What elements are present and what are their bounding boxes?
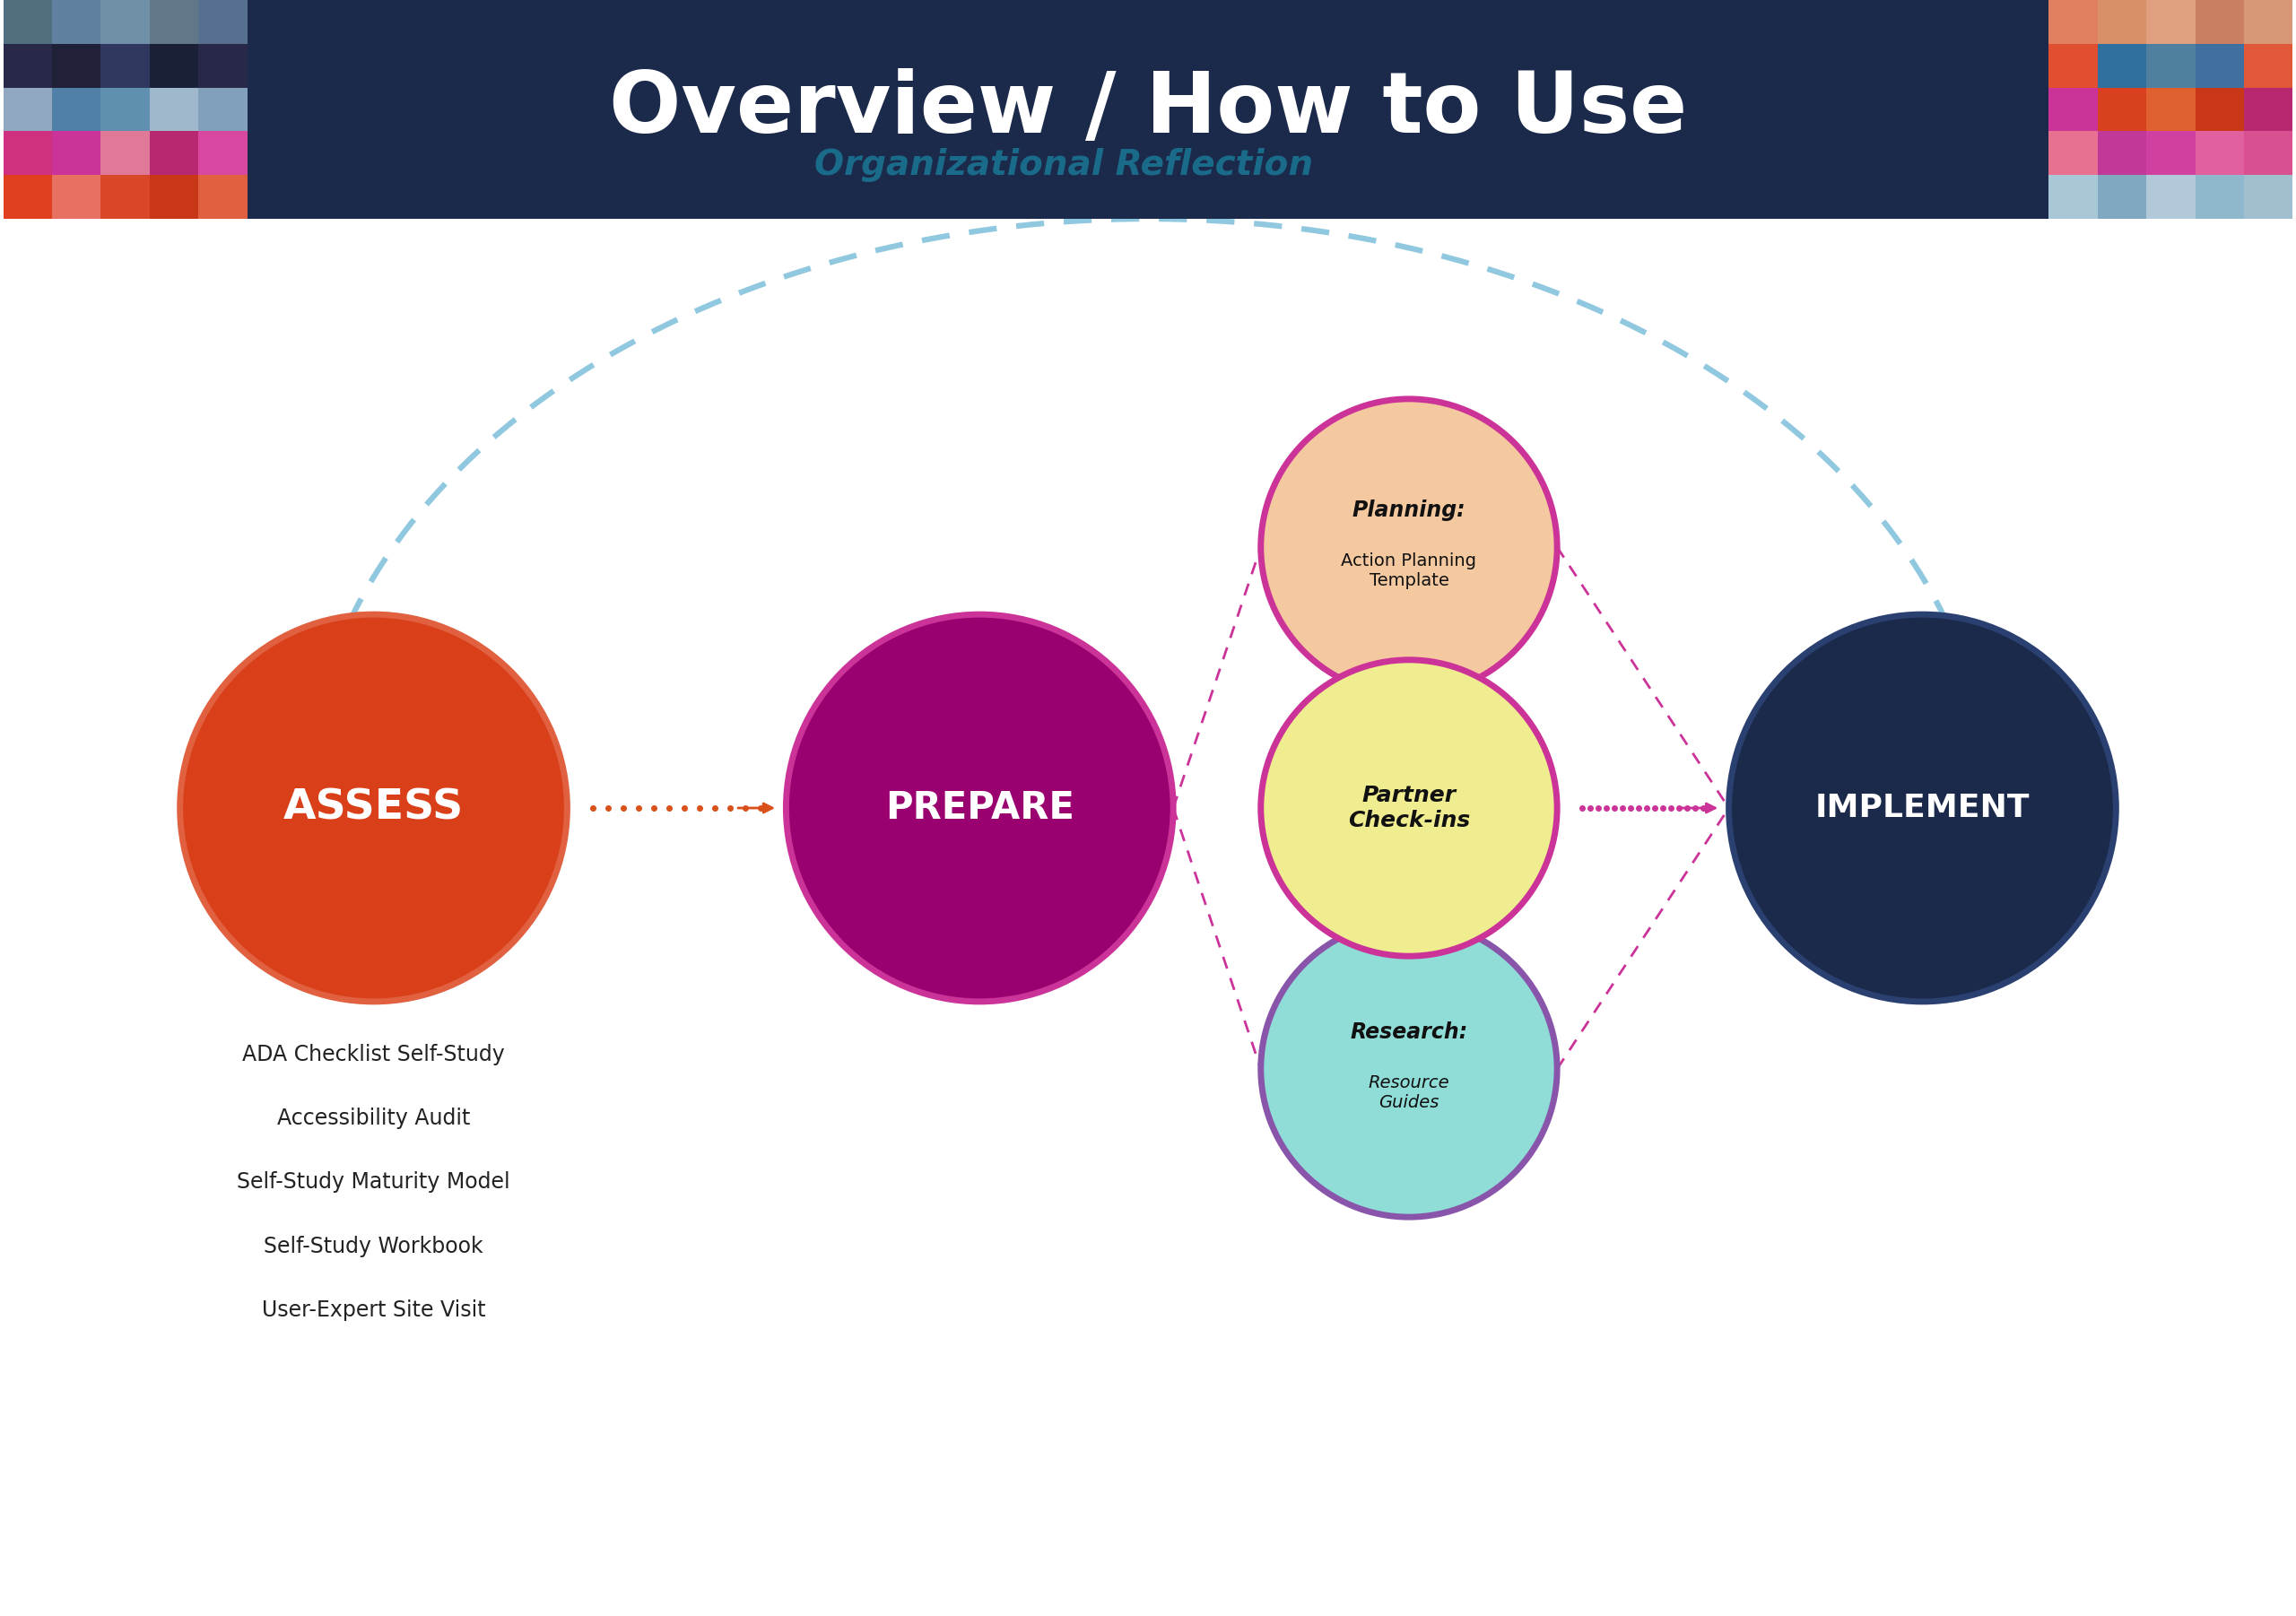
Bar (2099, 175, 2147, 218)
Text: Overview / How to Use: Overview / How to Use (608, 68, 1688, 150)
Bar (2195, 0, 2243, 44)
Bar (2, 131, 53, 175)
Text: Self-Study Maturity Model: Self-Study Maturity Model (236, 1172, 510, 1193)
Bar (197, 0, 248, 44)
Text: Self-Study Workbook: Self-Study Workbook (264, 1236, 482, 1257)
Bar (2147, 175, 2195, 218)
Circle shape (1261, 921, 1557, 1217)
Bar (2243, 175, 2294, 218)
Bar (149, 0, 197, 44)
Text: User-Expert Site Visit: User-Expert Site Visit (262, 1299, 484, 1320)
Bar (2048, 131, 2099, 175)
Bar (2, 0, 53, 44)
Bar (2195, 44, 2243, 87)
Circle shape (785, 614, 1173, 1002)
Bar (197, 44, 248, 87)
Bar (2, 175, 53, 218)
Circle shape (1261, 659, 1557, 957)
Bar (149, 131, 197, 175)
Bar (2147, 44, 2195, 87)
Bar (2099, 44, 2147, 87)
Bar (2147, 131, 2195, 175)
Bar (53, 87, 101, 131)
Bar (149, 87, 197, 131)
Bar (149, 175, 197, 218)
Bar (53, 175, 101, 218)
Text: Organizational Reflection: Organizational Reflection (815, 147, 1313, 181)
Bar (2147, 87, 2195, 131)
Text: Resource
Guides: Resource Guides (1368, 1075, 1449, 1110)
Bar (2099, 0, 2147, 44)
Bar (53, 131, 101, 175)
Bar (101, 44, 149, 87)
Bar (101, 0, 149, 44)
Bar (2099, 131, 2147, 175)
Bar (2, 87, 53, 131)
Bar (2147, 0, 2195, 44)
Bar (2048, 0, 2099, 44)
Bar (2, 44, 53, 87)
Text: Action Planning
Template: Action Planning Template (1341, 553, 1476, 590)
Bar (2048, 44, 2099, 87)
Bar (53, 0, 101, 44)
Bar (2195, 87, 2243, 131)
Text: IMPLEMENT: IMPLEMENT (1816, 793, 2030, 823)
Bar (101, 87, 149, 131)
Text: PREPARE: PREPARE (884, 789, 1075, 827)
Bar (197, 87, 248, 131)
Text: Partner
Check-ins: Partner Check-ins (1348, 785, 1469, 831)
Text: ADA Checklist Self-Study: ADA Checklist Self-Study (243, 1044, 505, 1065)
Bar (2048, 175, 2099, 218)
Bar (2243, 87, 2294, 131)
Bar (2099, 87, 2147, 131)
Circle shape (179, 614, 567, 1002)
Bar (149, 44, 197, 87)
Bar (101, 175, 149, 218)
Text: Accessibility Audit: Accessibility Audit (278, 1107, 471, 1130)
Bar (197, 175, 248, 218)
Bar (101, 131, 149, 175)
Bar (2243, 0, 2294, 44)
Bar (2243, 131, 2294, 175)
Bar (2, 0, 2294, 218)
Bar (2048, 87, 2099, 131)
Circle shape (1261, 399, 1557, 695)
Bar (2243, 44, 2294, 87)
Bar (2195, 131, 2243, 175)
Bar (197, 131, 248, 175)
Text: Research:: Research: (1350, 1021, 1467, 1042)
Circle shape (1729, 614, 2117, 1002)
Text: ASSESS: ASSESS (282, 789, 464, 827)
Text: Planning:: Planning: (1352, 499, 1465, 520)
Bar (2195, 175, 2243, 218)
Bar (53, 44, 101, 87)
